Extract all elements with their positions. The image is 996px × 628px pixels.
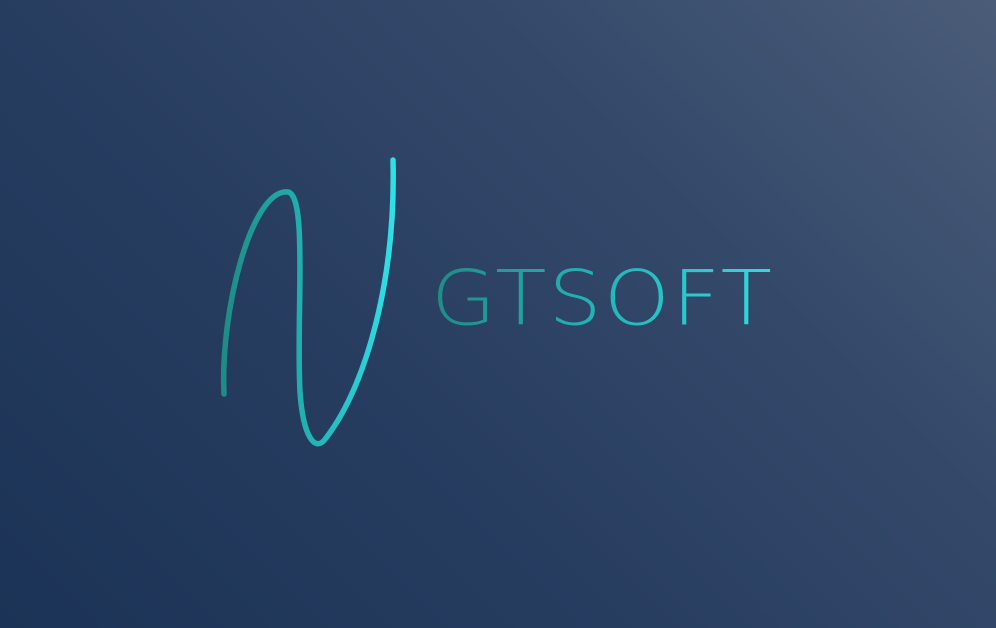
brand-name: GTSOFT — [431, 258, 791, 339]
